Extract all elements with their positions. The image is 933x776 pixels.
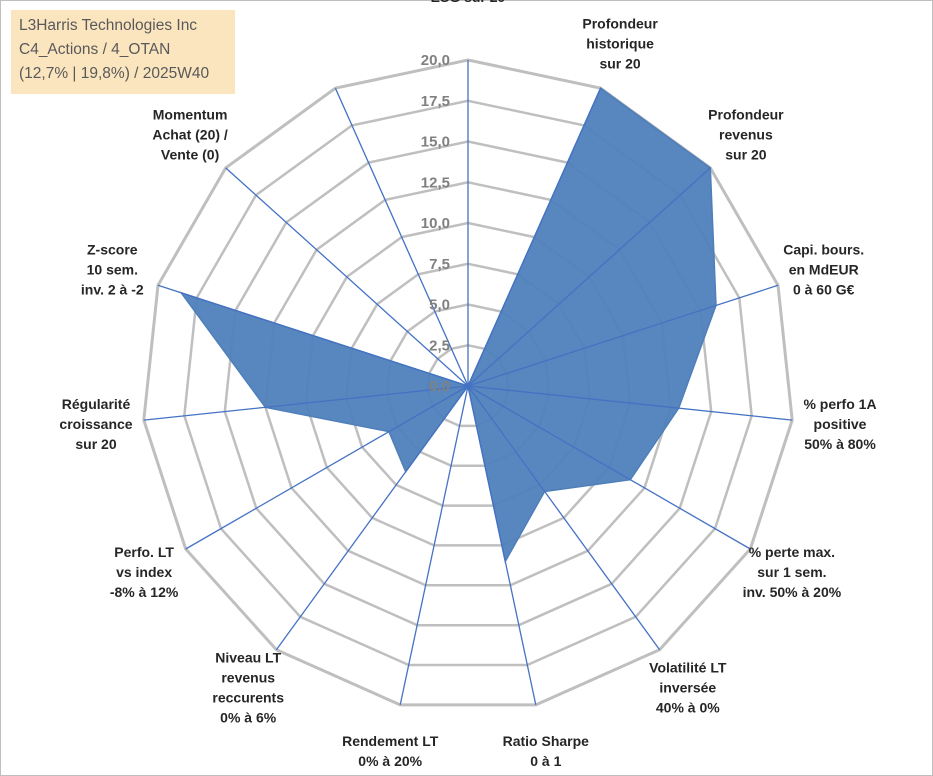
axis-label-12-line-0: Z-score: [87, 241, 138, 257]
spoke-1: [467, 87, 602, 387]
tick-label-2: 5,0: [429, 297, 450, 314]
axis-label-4: % perfo 1A positive 50% à 80%: [803, 396, 876, 452]
axis-label-10-line-0: Perfo. LT: [114, 544, 174, 560]
axis-label-2-line-2: sur 20: [725, 147, 766, 163]
axis-label-13: Momentum Achat (20) / Vente (0): [152, 107, 228, 163]
tick-label-6: 15,0: [421, 134, 450, 151]
axis-label-9-line-0: Niveau LT: [215, 650, 281, 666]
axis-label-6-line-0: Volatilité LT: [649, 660, 727, 676]
series-area-0: [179, 87, 717, 564]
axis-label-8-line-0: Rendement LT: [342, 733, 439, 749]
axis-label-11-line-0: Régularité: [62, 396, 131, 412]
axis-label-2: Profondeur revenus sur 20: [708, 107, 784, 163]
axis-label-7-line-1: 0 à 1: [530, 753, 561, 769]
title-box: L3Harris Technologies Inc C4_Actions / 4…: [11, 10, 235, 94]
title-line-3: (12,7% | 19,8%) / 2025W40: [19, 65, 210, 82]
spoke-11: [143, 385, 469, 421]
axis-label-6: Volatilité LT inversée 40% à 0%: [649, 660, 727, 716]
spoke-7: [467, 385, 537, 706]
spoke-10: [185, 385, 469, 550]
tick-label-3: 7,5: [429, 256, 450, 273]
axis-label-layer: NoteESG sur 20 Profondeur historique sur 20…: [59, 0, 876, 769]
spoke-2: [467, 167, 711, 387]
spoke-layer: [143, 60, 793, 706]
axis-label-7-line-0: Ratio Sharpe: [503, 733, 590, 749]
axis-label-1-line-1: historique: [586, 35, 654, 51]
spoke-5: [467, 385, 751, 550]
tick-label-7: 17,5: [421, 93, 450, 110]
axis-label-6-line-2: 40% à 0%: [656, 700, 720, 716]
axis-label-0-line-1: ESG sur 20: [431, 0, 506, 5]
axis-label-10: Perfo. LT vs index -8% à 12%: [110, 544, 179, 600]
axis-label-10-line-1: vs index: [116, 564, 172, 580]
spoke-12: [157, 284, 469, 387]
axis-label-3-line-2: 0 à 60 G€: [793, 281, 855, 297]
axis-label-13-line-2: Vente (0): [161, 147, 219, 163]
spoke-14: [334, 87, 469, 387]
axis-label-1: Profondeur historique sur 20: [582, 15, 658, 71]
spoke-4: [467, 385, 793, 421]
axis-label-4-line-2: 50% à 80%: [804, 436, 876, 452]
axis-label-1-line-2: sur 20: [599, 55, 640, 71]
series-layer: [179, 87, 717, 564]
spoke-9: [275, 385, 469, 651]
axis-label-7: Ratio Sharpe 0 à 1: [503, 733, 590, 769]
axis-label-11-line-1: croissance: [59, 416, 132, 432]
axis-label-4-line-0: % perfo 1A: [803, 396, 876, 412]
tick-label-8: 20,0: [421, 52, 450, 69]
axis-label-9-line-3: 0% à 6%: [220, 710, 277, 726]
axis-label-9-line-2: reccurents: [212, 690, 284, 706]
tick-label-1: 2,5: [429, 337, 450, 354]
tick-label-5: 12,5: [421, 174, 450, 191]
axis-label-9-line-1: revenus: [221, 670, 275, 686]
axis-label-12: Z-score 10 sem. inv. 2 à -2: [81, 241, 144, 297]
axis-label-4-line-1: positive: [814, 416, 867, 432]
spoke-3: [467, 284, 779, 387]
axis-label-2-line-1: revenus: [719, 127, 773, 143]
axis-label-12-line-1: 10 sem.: [87, 261, 138, 277]
axis-label-8: Rendement LT 0% à 20%: [342, 733, 439, 769]
axis-label-1-line-0: Profondeur: [582, 15, 658, 31]
axis-label-2-line-0: Profondeur: [708, 107, 784, 123]
axis-label-8-line-1: 0% à 20%: [358, 753, 422, 769]
grid-ring-8: [142, 58, 794, 707]
axis-label-5-line-1: sur 1 sem.: [757, 564, 826, 580]
axis-label-11: Régularité croissance sur 20: [59, 396, 132, 452]
tick-label-layer: 0,0 2,5 5,0 7,5 10,0 12,5 15,0 17,5 20,0: [421, 52, 450, 395]
spoke-13: [225, 167, 469, 387]
spoke-6: [467, 385, 661, 651]
axis-label-12-line-2: inv. 2 à -2: [81, 281, 144, 297]
axis-label-5: % perte max. sur 1 sem. inv. 50% à 20%: [743, 544, 842, 600]
title-line-1: L3Harris Technologies Inc: [19, 17, 198, 34]
axis-label-9: Niveau LT revenus reccurents 0% à 6%: [212, 650, 284, 726]
axis-label-5-line-2: inv. 50% à 20%: [743, 584, 842, 600]
spoke-8: [399, 385, 469, 706]
tick-label-4: 10,0: [421, 215, 450, 232]
axis-label-3-line-1: en MdEUR: [789, 261, 859, 277]
axis-label-10-line-2: -8% à 12%: [110, 584, 179, 600]
axis-label-5-line-0: % perte max.: [749, 544, 835, 560]
axis-label-13-line-1: Achat (20) /: [152, 127, 228, 143]
tick-label-0: 0,0: [429, 378, 450, 395]
title-line-2: C4_Actions / 4_OTAN: [19, 41, 171, 58]
axis-label-3: Capi. bours. en MdEUR 0 à 60 G€: [783, 241, 864, 297]
axis-label-3-line-0: Capi. bours.: [783, 241, 864, 257]
axis-label-11-line-2: sur 20: [75, 436, 116, 452]
axis-label-13-line-0: Momentum: [153, 107, 228, 123]
axis-label-0: NoteESG sur 20: [431, 0, 506, 5]
axis-label-6-line-1: inversée: [659, 680, 716, 696]
